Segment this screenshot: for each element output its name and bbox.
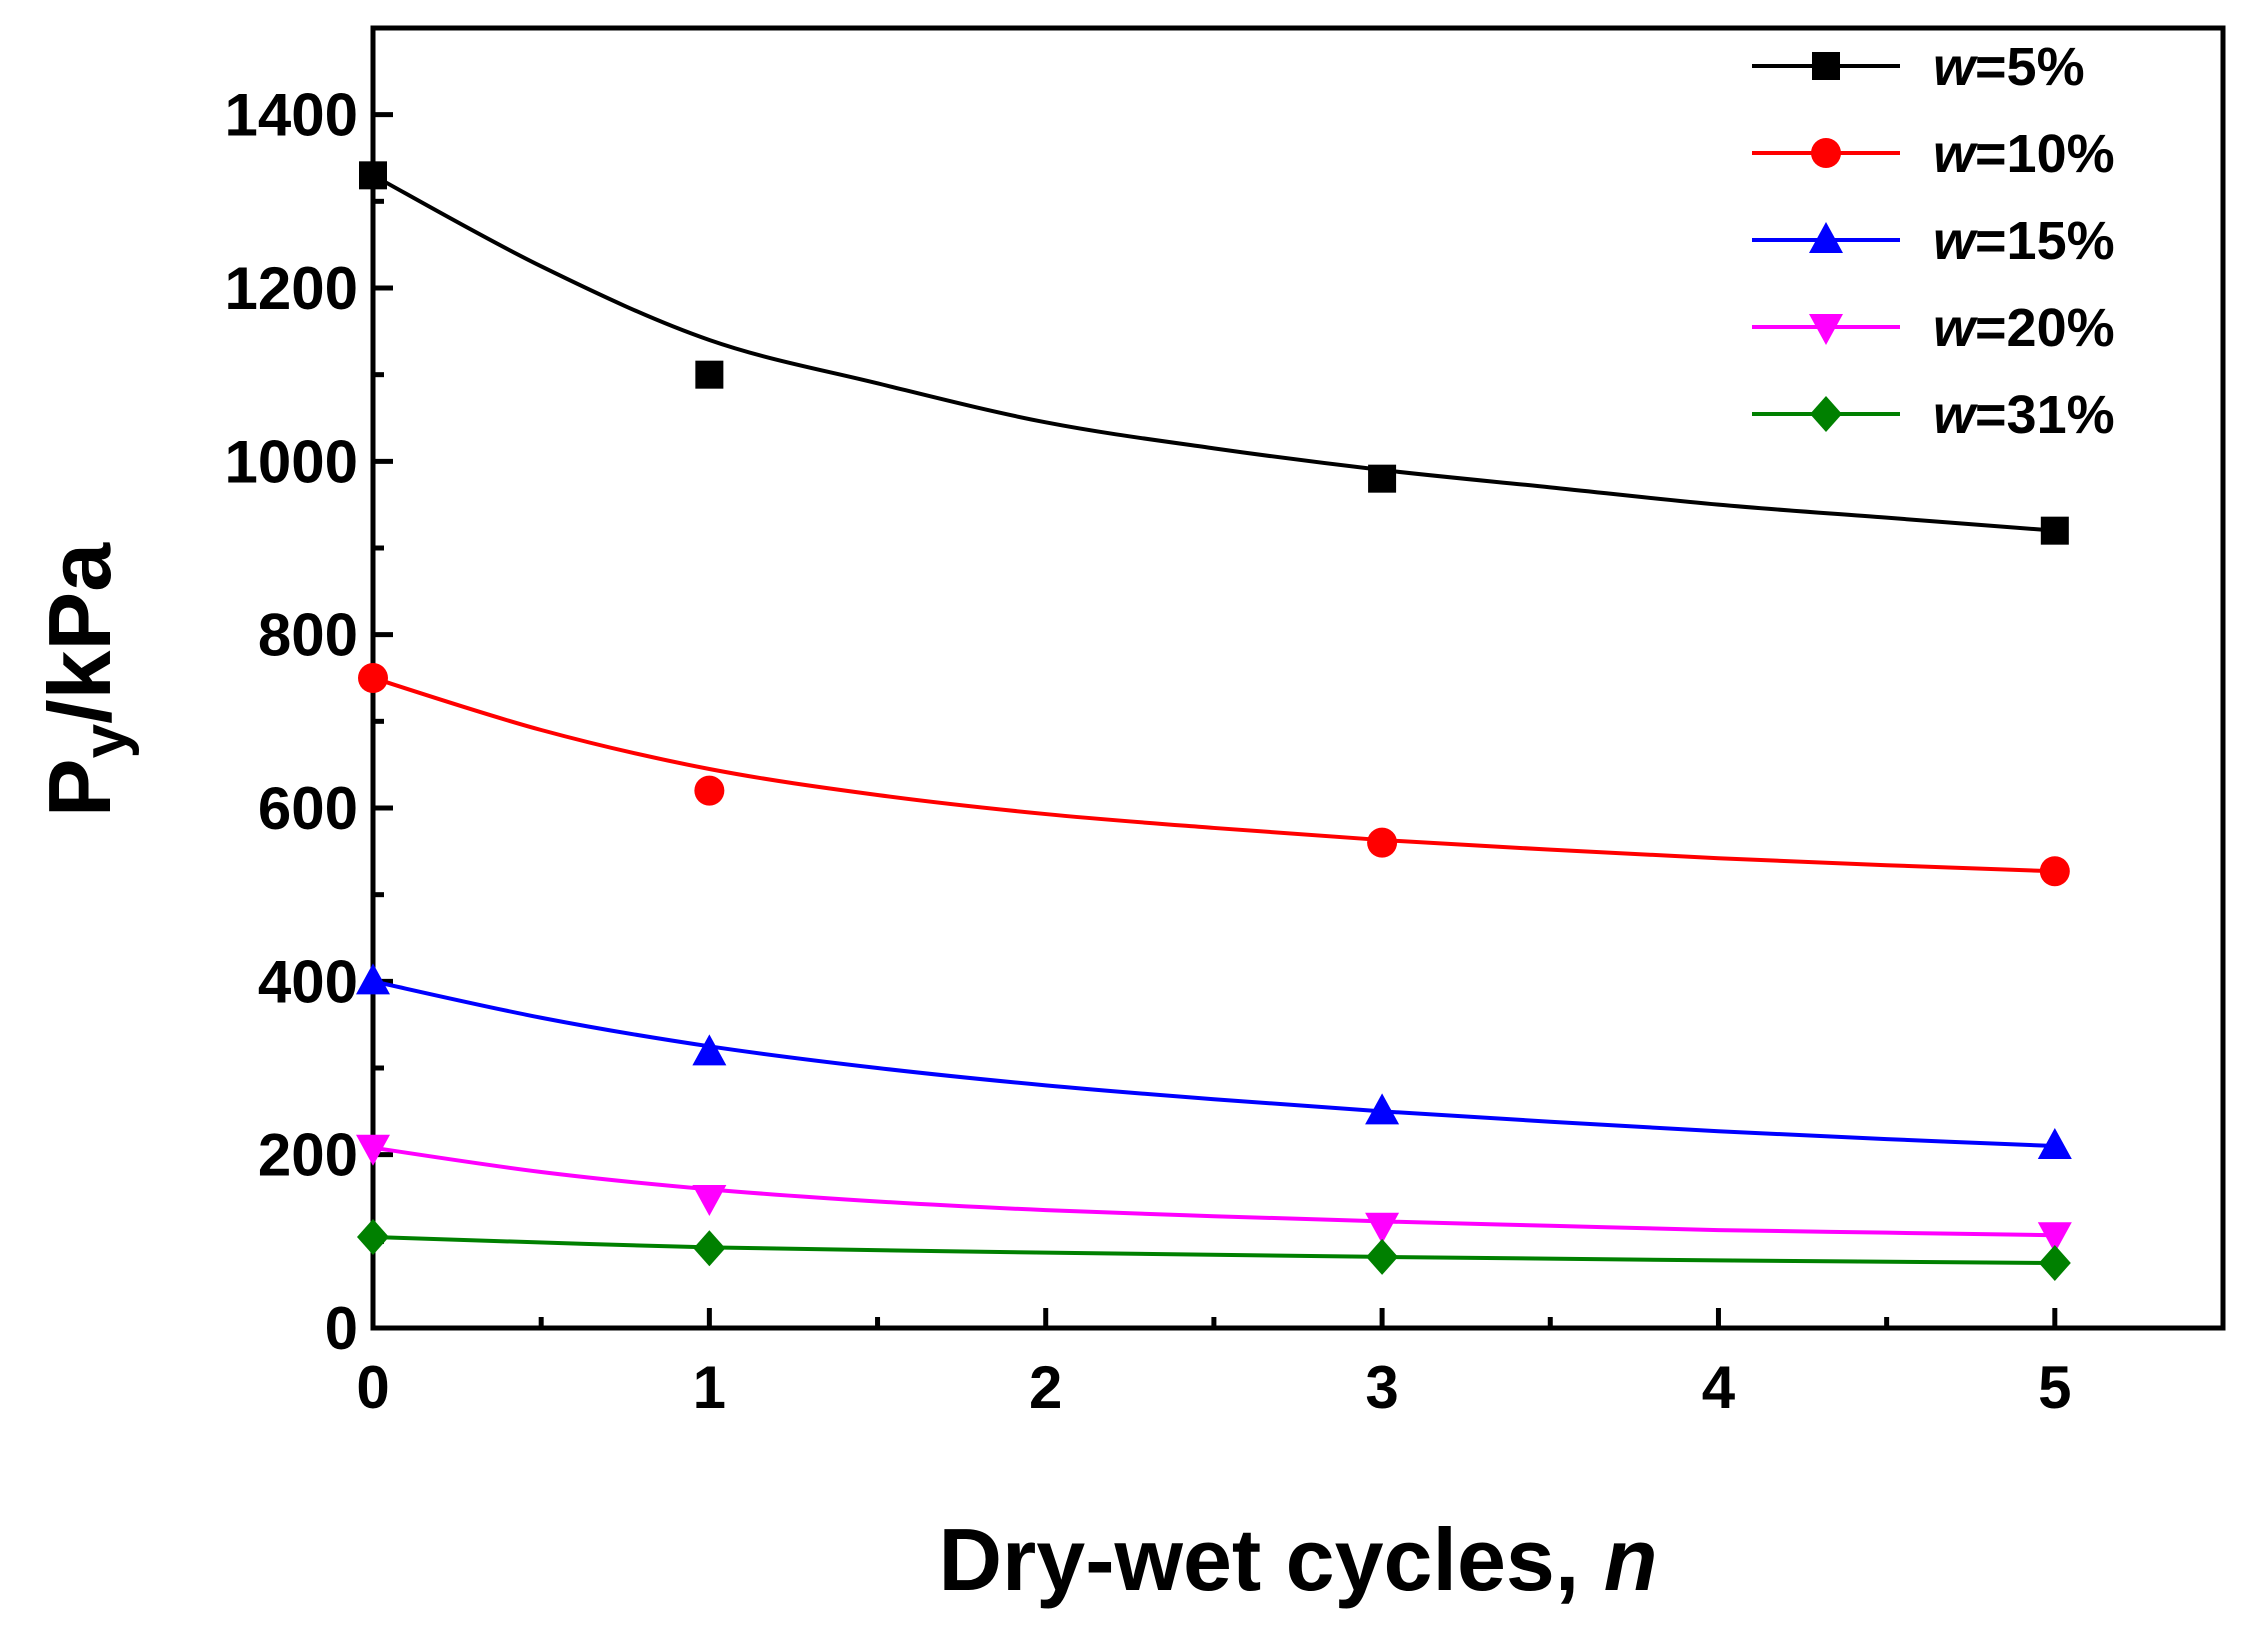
y-tick-label: 0 (325, 1295, 358, 1362)
legend-entry-w=10%: w=10% (1752, 124, 2115, 184)
axis-tick-labels: 0 1 2 3 4 5 0 200 400 600 800 1000 1200 1400 (225, 82, 2072, 1421)
y-axis-title-unit: /kPa (30, 542, 129, 724)
y-tick-label: 1000 (225, 428, 358, 495)
legend-label: w=10% (1933, 124, 2115, 184)
y-tick-label: 1200 (225, 255, 358, 322)
x-tick-label: 5 (2038, 1354, 2071, 1421)
legend-label: w=31% (1933, 385, 2115, 445)
axis-ticks (370, 112, 2058, 1331)
legend-marker (1809, 222, 1843, 253)
data-point-w=5% (695, 360, 724, 389)
data-point-w=20% (692, 1185, 727, 1216)
x-tick-label: 0 (356, 1354, 389, 1421)
series-w=31% (357, 1219, 2071, 1281)
data-point-w=10% (1367, 827, 1398, 858)
series-w=15% (356, 963, 2072, 1159)
data-point-w=10% (2039, 856, 2070, 887)
legend-entry-w=5%: w=5% (1752, 37, 2085, 97)
data-point-w=15% (692, 1034, 727, 1066)
legend-label: w=15% (1933, 211, 2115, 271)
x-tick-label: 2 (1029, 1354, 1062, 1421)
data-point-w=20% (356, 1134, 390, 1166)
x-axis-title: Dry-wet cycles, n (938, 1510, 1657, 1609)
x-tick-label: 3 (1365, 1354, 1398, 1421)
series-w=5% (359, 161, 2069, 545)
x-tick-label: 4 (1702, 1354, 1736, 1421)
x-tick-label: 1 (693, 1354, 726, 1421)
data-point-w=31% (2038, 1245, 2071, 1281)
data-point-w=10% (694, 775, 725, 806)
data-point-w=15% (356, 963, 390, 995)
legend-marker (1809, 314, 1843, 345)
data-point-w=10% (358, 663, 388, 693)
y-tick-label: 600 (258, 775, 358, 842)
legend-entry-w=20%: w=20% (1752, 298, 2115, 358)
series-w=20% (356, 1134, 2072, 1254)
data-point-w=5% (1368, 464, 1397, 493)
y-tick-label: 1400 (225, 82, 358, 149)
fit-curve-w=10% (372, 676, 2055, 874)
y-tick-label: 200 (258, 1122, 358, 1189)
series-w=10% (358, 663, 2070, 887)
legend: w=5% w=10% w=15% w=20% w=31% (1752, 37, 2115, 445)
y-tick-label: 400 (258, 948, 358, 1015)
fit-curve-w=20% (372, 1145, 2055, 1238)
data-point-w=20% (2037, 1222, 2072, 1254)
data-point-w=31% (357, 1219, 389, 1255)
fit-curve-w=5% (372, 173, 2055, 533)
data-point-w=5% (359, 161, 387, 190)
y-axis-title-subscript: y (71, 723, 140, 758)
fit-curve-w=31% (372, 1235, 2055, 1265)
y-axis-title-main: P (30, 758, 129, 817)
series-layer (356, 161, 2072, 1281)
legend-entry-w=15%: w=15% (1752, 211, 2115, 271)
y-tick-label: 800 (258, 602, 358, 669)
legend-marker (1811, 138, 1841, 168)
data-point-w=5% (2040, 516, 2069, 545)
fit-curve-w=15% (372, 979, 2055, 1148)
x-axis-title-variable: n (1604, 1510, 1658, 1609)
data-point-w=20% (1365, 1212, 1400, 1244)
data-point-w=15% (2037, 1128, 2072, 1159)
legend-label: w=5% (1933, 37, 2085, 97)
data-point-w=31% (1366, 1238, 1399, 1275)
data-point-w=31% (693, 1230, 726, 1267)
legend-entry-w=31%: w=31% (1752, 385, 2115, 445)
legend-marker (1810, 396, 1842, 432)
legend-label: w=20% (1933, 298, 2115, 358)
y-axis-title: Py/kPa (30, 542, 140, 817)
data-point-w=15% (1365, 1093, 1400, 1125)
legend-marker (1812, 52, 1840, 80)
